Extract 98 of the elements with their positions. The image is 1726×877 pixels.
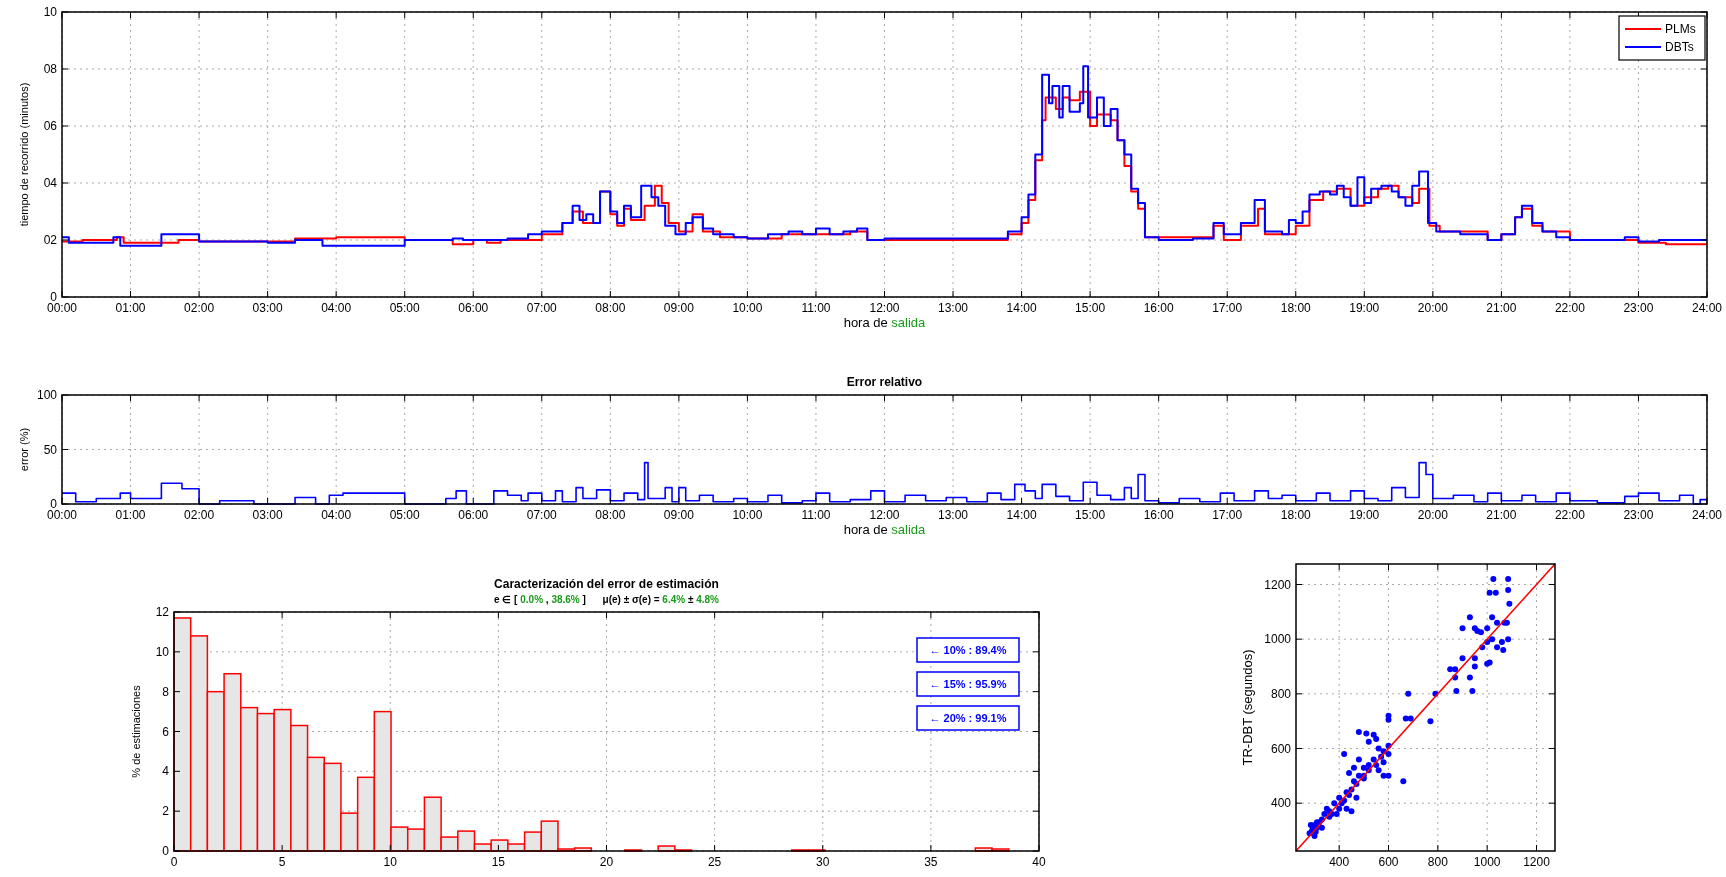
- y-tick-label: 02: [43, 233, 58, 247]
- x-tick-label: 05:00: [389, 301, 421, 315]
- x-tick-label: 03:00: [252, 301, 283, 315]
- x-tick-label: 16:00: [1143, 508, 1175, 522]
- y-axis-title: % de estimaciones: [130, 684, 142, 778]
- x-tick-label: 17:00: [1212, 508, 1243, 522]
- y-tick-label: 8: [162, 684, 170, 699]
- x-tick-label: 19:00: [1349, 508, 1380, 522]
- x-tick-label: 15:00: [1075, 508, 1106, 522]
- x-tick-label: 09:00: [663, 301, 695, 315]
- x-tick-label: 1200: [1523, 855, 1551, 869]
- legend-label: PLMs: [1665, 22, 1696, 36]
- x-tick-label: 23:00: [1623, 301, 1654, 315]
- y-tick-label: 4: [162, 764, 170, 779]
- x-tick-label: 24:00: [1691, 301, 1723, 315]
- x-tick-label: 25: [707, 855, 722, 869]
- y-tick-label: 0: [50, 497, 58, 511]
- x-tick-label: 08:00: [595, 508, 626, 522]
- y-tick-label: 50: [43, 442, 58, 457]
- x-tick-label: 23:00: [1623, 508, 1654, 522]
- x-tick-label: 13:00: [938, 301, 969, 315]
- x-tick-label: 22:00: [1554, 301, 1586, 315]
- y-tick-label: 08: [43, 62, 58, 76]
- x-tick-label: 35: [924, 855, 938, 869]
- y-tick-label: 10: [43, 5, 58, 19]
- x-tick-label: 05:00: [389, 508, 421, 522]
- chart-title: Error relativo: [846, 375, 923, 389]
- x-tick-label: 21:00: [1486, 508, 1517, 522]
- x-tick-label: 18:00: [1280, 301, 1312, 315]
- chart-title: Caracterización del error de estimación: [494, 577, 719, 591]
- x-tick-label: 400: [1329, 855, 1350, 869]
- y-tick-label: 10: [155, 644, 170, 659]
- y-axis-title: tiempo de recorrido (minutos): [18, 82, 30, 227]
- y-tick-label: 0: [162, 844, 170, 858]
- x-tick-label: 08:00: [595, 301, 626, 315]
- x-tick-label: 06:00: [458, 301, 489, 315]
- x-tick-label: 10:00: [732, 508, 763, 522]
- x-tick-label: 04:00: [321, 301, 352, 315]
- x-tick-label: 15: [491, 855, 506, 869]
- y-tick-label: 0: [50, 290, 58, 304]
- x-axis-title: hora de salida: [843, 522, 927, 537]
- x-tick-label: 07:00: [526, 508, 558, 522]
- y-tick-label: 6: [162, 724, 170, 739]
- x-tick-label: 12:00: [869, 301, 900, 315]
- x-tick-label: 11:00: [801, 301, 831, 315]
- x-tick-label: 800: [1427, 855, 1449, 869]
- x-tick-label: 15:00: [1075, 301, 1106, 315]
- x-tick-label: 11:00: [801, 508, 831, 522]
- x-tick-label: 16:00: [1143, 301, 1175, 315]
- x-tick-label: 22:00: [1554, 508, 1586, 522]
- x-tick-label: 20:00: [1417, 508, 1449, 522]
- x-tick-label: 10: [383, 855, 398, 869]
- x-axis-title: hora de salida: [843, 315, 927, 330]
- x-tick-label: 21:00: [1486, 301, 1517, 315]
- x-tick-label: 24:00: [1691, 508, 1723, 522]
- x-tick-label: 20: [599, 855, 614, 869]
- x-tick-label: 19:00: [1349, 301, 1380, 315]
- y-axis-title: error (%): [18, 427, 30, 472]
- x-tick-label: 12:00: [869, 508, 900, 522]
- x-tick-label: 00:00: [46, 301, 78, 315]
- x-tick-label: 40: [1032, 855, 1046, 869]
- x-tick-label: 14:00: [1006, 508, 1037, 522]
- y-tick-label: 1200: [1264, 577, 1292, 592]
- y-tick-label: 800: [1270, 686, 1292, 701]
- annotation: ← 10% : 89.4%: [929, 644, 1007, 656]
- x-tick-label: 01:00: [115, 508, 146, 522]
- legend-label: DBTs: [1665, 40, 1694, 54]
- x-tick-label: 07:00: [526, 301, 558, 315]
- annotation: ← 15% : 95.9%: [929, 678, 1007, 690]
- y-tick-label: 1000: [1264, 632, 1292, 647]
- y-tick-label: 100: [36, 388, 58, 402]
- x-tick-label: 13:00: [938, 508, 969, 522]
- y-tick-label: 400: [1270, 796, 1292, 811]
- x-tick-label: 1000: [1473, 855, 1501, 869]
- x-tick-label: 30: [816, 855, 830, 869]
- x-tick-label: 17:00: [1212, 301, 1243, 315]
- x-tick-label: 20:00: [1417, 301, 1449, 315]
- y-tick-label: 06: [43, 119, 58, 133]
- x-tick-label: 14:00: [1006, 301, 1037, 315]
- y-tick-label: 12: [155, 605, 170, 619]
- x-tick-label: 10:00: [732, 301, 763, 315]
- annotation: ← 20% : 99.1%: [929, 712, 1007, 724]
- x-tick-label: 18:00: [1280, 508, 1312, 522]
- y-tick-label: 2: [162, 804, 170, 819]
- x-tick-label: 06:00: [458, 508, 489, 522]
- y-tick-label: 600: [1270, 741, 1292, 756]
- x-tick-label: 02:00: [184, 508, 215, 522]
- x-tick-label: 600: [1378, 855, 1399, 869]
- x-tick-label: 03:00: [252, 508, 283, 522]
- y-tick-label: 04: [43, 176, 58, 190]
- x-tick-label: 09:00: [663, 508, 695, 522]
- x-tick-label: 5: [278, 855, 286, 869]
- x-tick-label: 04:00: [321, 508, 352, 522]
- x-tick-label: 01:00: [115, 301, 146, 315]
- x-tick-label: 00:00: [46, 508, 78, 522]
- x-tick-label: 02:00: [184, 301, 215, 315]
- y-axis-title: TR-DBT (segundos): [1240, 649, 1255, 766]
- chart-subtitle: e ∈ [ 0.0% , 38.6% ] μ(e) ± σ(e) = 6.4% ± 4.8%: [494, 594, 720, 605]
